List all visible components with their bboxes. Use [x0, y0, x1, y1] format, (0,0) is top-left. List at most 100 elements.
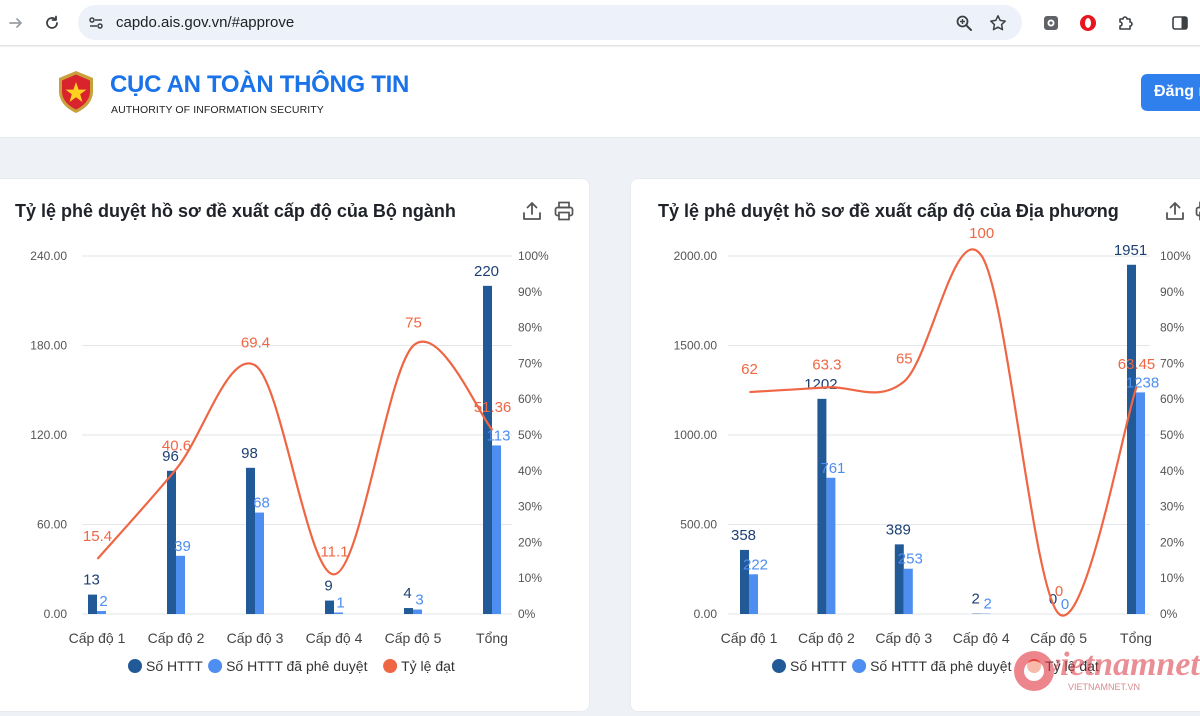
legend-marker	[383, 659, 398, 673]
site-subtitle: AUTHORITY OF INFORMATION SECURITY	[111, 104, 324, 116]
y2-tick-label: 60%	[518, 392, 542, 406]
x-tick-label: Cấp độ 5	[1030, 630, 1087, 646]
bar-so-httt	[483, 285, 492, 614]
bar-value-label: 1951	[1114, 242, 1147, 259]
print-icon[interactable]	[1193, 199, 1200, 223]
rate-value-label: 11.1	[320, 543, 348, 560]
y-tick-label: 2000.00	[674, 249, 718, 263]
bar-value-label: 9	[324, 578, 332, 595]
rate-value-label: 51.36	[474, 399, 512, 416]
site-settings-icon[interactable]	[84, 11, 108, 35]
card-title: Tỷ lệ phê duyệt hồ sơ đề xuất cấp độ của…	[658, 201, 1119, 221]
y-tick-label: 1500.00	[674, 339, 718, 353]
x-tick-label: Cấp độ 3	[227, 630, 284, 646]
y2-tick-label: 10%	[1160, 571, 1184, 585]
bar-value-label: 1202	[804, 376, 837, 393]
x-tick-label: Cấp độ 2	[798, 630, 855, 646]
bar-so-httt-da-phe-duyet	[903, 568, 913, 614]
sidepanel-icon[interactable]	[1168, 11, 1192, 35]
legend-marker	[772, 659, 786, 673]
bar-value-label: 389	[886, 521, 911, 538]
export-icon[interactable]	[520, 199, 544, 223]
x-tick-label: Cấp độ 1	[69, 630, 126, 646]
bar-value-label: 4	[403, 585, 411, 602]
y2-tick-label: 80%	[1160, 321, 1184, 335]
y2-tick-label: 30%	[518, 500, 542, 514]
bar-value-label: 220	[474, 263, 499, 280]
bar-value-label: 1	[336, 595, 344, 612]
y2-tick-label: 100%	[518, 249, 549, 263]
rate-value-label: 40.6	[162, 438, 191, 455]
y-tick-label: 120.00	[30, 428, 67, 442]
x-tick-label: Cấp độ 1	[721, 630, 778, 646]
bar-value-label: 96	[162, 448, 179, 465]
forward-arrow-icon[interactable]	[4, 11, 28, 35]
x-tick-label: Cấp độ 3	[875, 630, 932, 646]
export-icon[interactable]	[1163, 199, 1187, 223]
rate-value-label: 75	[405, 315, 422, 332]
legend-label: Số HTTT đã phê duyệt	[226, 658, 367, 674]
site-title[interactable]: CỤC AN TOÀN THÔNG TIN	[110, 71, 410, 98]
bar-value-label: 0	[1061, 596, 1069, 613]
bar-so-httt-da-phe-duyet	[97, 611, 106, 614]
bar-value-label: 3	[415, 592, 423, 609]
bar-so-httt-da-phe-duyet	[492, 445, 501, 614]
bar-so-httt	[894, 544, 904, 614]
y2-tick-label: 0%	[1160, 607, 1178, 621]
y2-tick-label: 100%	[1160, 249, 1191, 263]
bar-value-label: 68	[253, 495, 270, 512]
bar-so-httt	[817, 398, 827, 614]
rate-value-label: 65	[896, 350, 913, 367]
y2-tick-label: 30%	[1160, 500, 1184, 514]
y2-tick-label: 80%	[518, 321, 542, 335]
y-tick-label: 500.00	[680, 518, 717, 532]
rate-line	[749, 248, 1138, 617]
puzzle-extensions-icon[interactable]	[1113, 11, 1137, 35]
x-tick-label: Cấp độ 5	[385, 630, 442, 646]
bar-value-label: 761	[820, 460, 845, 477]
bar-so-httt-da-phe-duyet	[176, 555, 185, 614]
y-tick-label: 0.00	[694, 607, 718, 621]
bar-value-label: 0	[1049, 591, 1057, 608]
bar-so-httt-da-phe-duyet	[255, 512, 264, 614]
legend-marker	[128, 659, 142, 673]
site-header: CỤC AN TOÀN THÔNG TIN AUTHORITY OF INFOR…	[0, 47, 1200, 138]
bookmark-star-icon[interactable]	[986, 11, 1010, 35]
bar-value-label: 2	[99, 593, 107, 610]
opera-icon[interactable]	[1076, 11, 1100, 35]
extension-capture-icon[interactable]	[1039, 11, 1063, 35]
y-tick-label: 1000.00	[674, 428, 718, 442]
url-text[interactable]: capdo.ais.gov.vn/#approve	[116, 14, 295, 31]
shield-star-icon[interactable]	[55, 69, 97, 120]
bar-value-label: 39	[174, 538, 191, 555]
y2-tick-label: 60%	[1160, 392, 1184, 406]
login-button[interactable]: Đăng nhập	[1141, 74, 1200, 111]
y2-tick-label: 0%	[518, 607, 536, 621]
bar-so-httt-da-phe-duyet	[826, 477, 836, 614]
y2-tick-label: 10%	[518, 571, 542, 585]
x-tick-label: Tổng	[1120, 630, 1152, 646]
zoom-icon[interactable]	[952, 11, 976, 35]
y2-tick-label: 90%	[518, 285, 542, 299]
bar-so-httt-da-phe-duyet	[334, 612, 343, 614]
y2-tick-label: 20%	[518, 535, 542, 549]
legend-marker	[208, 659, 223, 673]
rate-value-label: 62	[741, 361, 758, 378]
bar-value-label: 1238	[1126, 374, 1159, 391]
rate-line	[96, 340, 494, 576]
print-icon[interactable]	[552, 199, 576, 223]
reload-icon[interactable]	[40, 11, 64, 35]
bar-value-label: 13	[83, 572, 100, 589]
address-bar[interactable]: capdo.ais.gov.vn/#approve	[78, 5, 1022, 40]
bar-value-label: 222	[743, 556, 768, 573]
y-tick-label: 240.00	[30, 249, 67, 263]
legend-label: Số HTTT	[146, 658, 203, 674]
bar-so-httt	[246, 467, 255, 614]
y2-tick-label: 40%	[1160, 464, 1184, 478]
bar-value-label: 98	[241, 445, 258, 462]
bar-so-httt-da-phe-duyet	[749, 574, 758, 614]
browser-toolbar: capdo.ais.gov.vn/#approve	[0, 0, 1200, 46]
y2-tick-label: 50%	[518, 428, 542, 442]
x-tick-label: Cấp độ 4	[306, 630, 363, 646]
bar-value-label: 113	[487, 427, 511, 444]
